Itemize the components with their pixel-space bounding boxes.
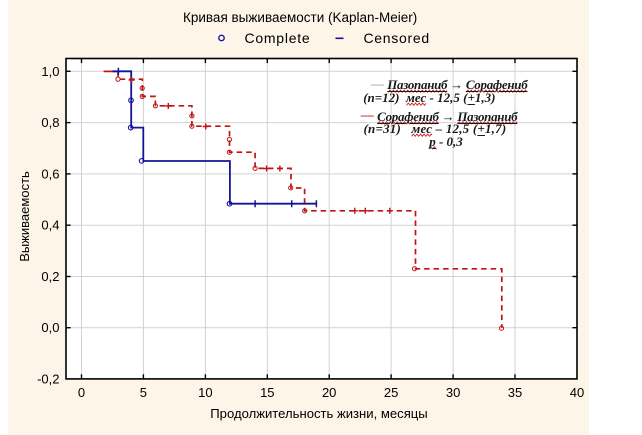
svg-text:0: 0 [78,385,85,400]
svg-text:1,0: 1,0 [41,64,59,79]
svg-text:0,8: 0,8 [41,115,59,130]
svg-text:40: 40 [570,385,584,400]
svg-text:-0,2: -0,2 [37,371,59,386]
svg-text:10: 10 [198,385,212,400]
svg-text:30: 30 [446,385,460,400]
svg-text:Выживаемость: Выживаемость [17,171,32,262]
svg-text:Кривая выживаемости (Kaplan-Me: Кривая выживаемости (Kaplan-Meier) [183,10,417,25]
svg-text:Продолжительность жизни, месяц: Продолжительность жизни, месяцы [210,406,427,421]
svg-text:15: 15 [260,385,274,400]
svg-text:0,6: 0,6 [41,166,59,181]
svg-text:0,4: 0,4 [41,218,59,233]
svg-text:35: 35 [508,385,522,400]
svg-text:0,2: 0,2 [41,269,59,284]
svg-text:5: 5 [140,385,147,400]
svg-text:Censored: Censored [364,30,430,46]
svg-text:20: 20 [322,385,336,400]
svg-text:0,0: 0,0 [41,320,59,335]
svg-text:25: 25 [384,385,398,400]
svg-text:Complete: Complete [245,30,311,46]
